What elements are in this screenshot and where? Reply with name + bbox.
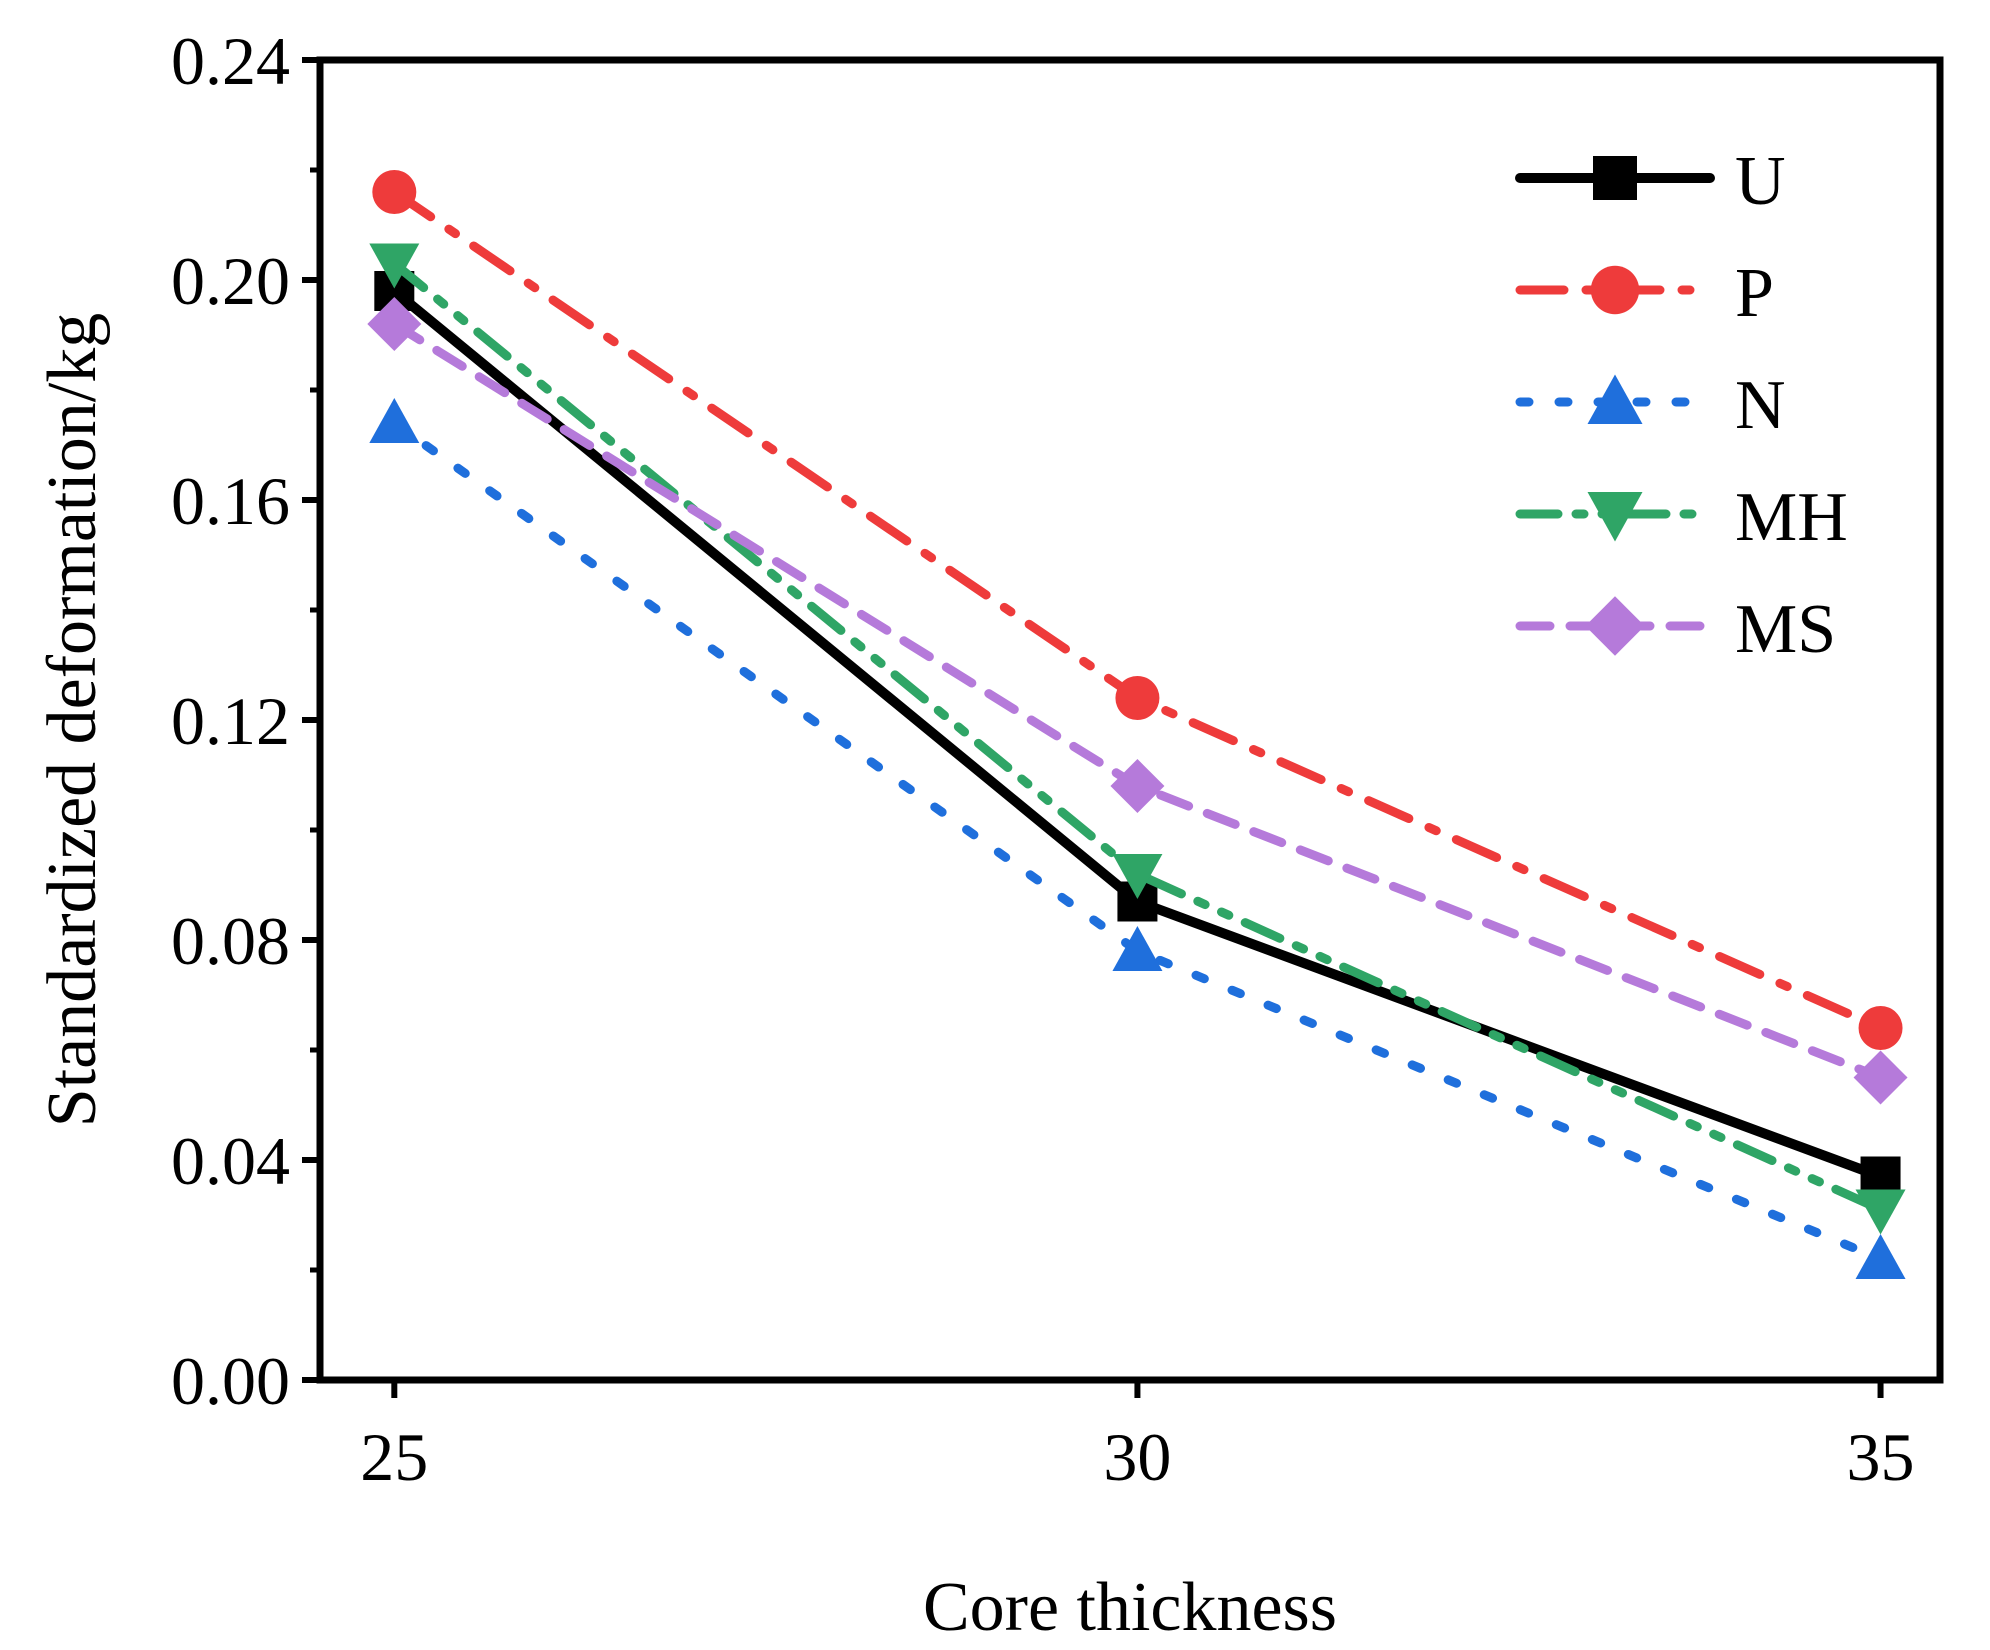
x-tick-label: 35 (1847, 1419, 1915, 1495)
legend-marker-mh (1587, 492, 1643, 542)
x-tick-label: 30 (1103, 1419, 1171, 1495)
series-ms (367, 297, 1908, 1105)
data-point-n (1855, 1234, 1906, 1279)
y-tick-label: 0.12 (171, 683, 290, 759)
data-point-ms (1110, 759, 1165, 813)
data-point-ms (367, 297, 422, 351)
legend-item-mh: MH (1515, 479, 1848, 556)
series-line-mh (389, 259, 1886, 1214)
y-axis-title: Standardized deformation/kg (34, 313, 111, 1127)
legend-label-u: U (1735, 143, 1786, 220)
series-layer (367, 170, 1908, 1279)
data-point-mh (1112, 854, 1163, 899)
y-tick-label: 0.08 (171, 903, 290, 979)
y-tick-label: 0.24 (171, 23, 290, 99)
series-u (374, 271, 1901, 1197)
legend-label-ms: MS (1735, 591, 1836, 668)
series-line-n (389, 418, 1886, 1264)
y-tick-label: 0.16 (171, 463, 290, 539)
legend-label-p: P (1735, 255, 1774, 332)
y-tick-label: 0.04 (171, 1123, 290, 1199)
data-point-mh (1855, 1189, 1906, 1235)
data-point-n (1112, 926, 1163, 971)
legend-marker-ms (1585, 596, 1645, 656)
x-axis-title: Core thickness (923, 1569, 1337, 1646)
legend-marker-p (1590, 265, 1640, 315)
series-p (372, 170, 1903, 1050)
legend-label-mh: MH (1735, 479, 1848, 556)
x-tick-label: 25 (360, 1419, 428, 1495)
data-point-n (369, 398, 420, 443)
y-tick-label: 0.00 (171, 1343, 290, 1419)
data-point-p (372, 170, 417, 214)
y-tick-label: 0.20 (171, 243, 290, 319)
legend-item-ms: MS (1515, 591, 1836, 668)
legend-item-p: P (1515, 255, 1774, 332)
data-point-ms (1853, 1050, 1908, 1105)
legend-marker-n (1587, 374, 1643, 424)
data-point-p (1115, 676, 1160, 720)
axes-layer: 0.00 0.04 0.08 0.12 0.16 0.20 0.24 25 30 35 (171, 23, 1944, 1495)
data-point-mh (369, 243, 420, 289)
legend-item-n: N (1515, 367, 1786, 444)
data-point-p (1858, 1006, 1903, 1050)
series-mh (369, 243, 1906, 1235)
legend-label-n: N (1735, 367, 1786, 444)
legend-marker-u (1593, 156, 1637, 200)
series-n (369, 398, 1906, 1279)
legend: UPN MH MS (1515, 143, 1848, 668)
series-line-u (389, 286, 1886, 1182)
legend-item-u: U (1515, 143, 1786, 220)
